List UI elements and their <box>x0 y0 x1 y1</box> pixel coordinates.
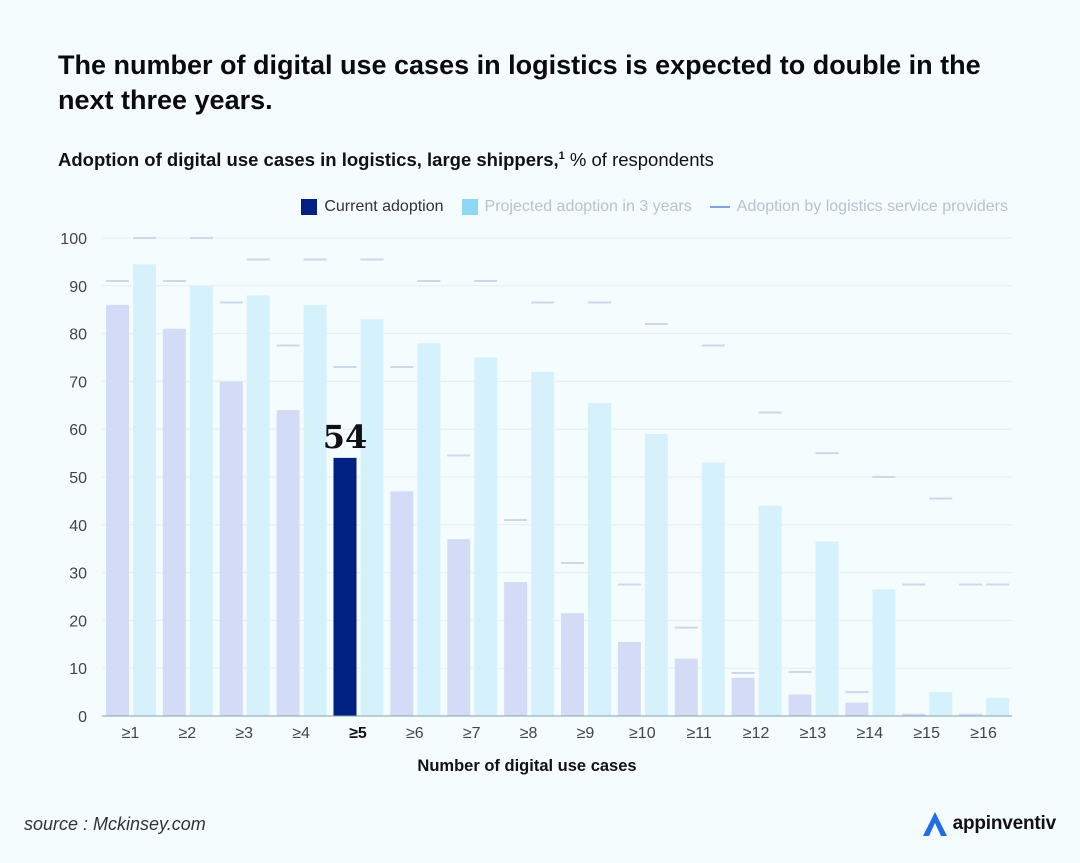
bar-projected-adoption <box>644 433 668 716</box>
bar-current-adoption <box>561 613 584 716</box>
bar-current-adoption <box>731 677 755 716</box>
x-tick-label: ≥4 <box>292 725 310 742</box>
legend-item-projected: Projected adoption in 3 years <box>461 198 692 216</box>
legend-item-current: Current adoption <box>301 198 444 216</box>
bar-current-adoption <box>617 641 641 716</box>
x-tick-label: ≥14 <box>857 725 884 742</box>
y-tick-label: 40 <box>69 518 87 535</box>
x-tick-label: ≥9 <box>577 725 595 742</box>
legend-swatch-current <box>301 199 318 215</box>
y-tick-label: 20 <box>69 613 87 630</box>
subtitle-unit: % of respondents <box>564 149 714 170</box>
subtitle-bold: Adoption of digital use cases in logisti… <box>58 149 559 170</box>
bar-projected-adoption <box>246 295 270 716</box>
legend-swatch-lsp <box>709 206 730 208</box>
bar-projected-adoption <box>872 589 896 716</box>
bar-current-adoption <box>845 702 869 716</box>
bar-projected-adoption <box>701 462 725 716</box>
x-tick-label: ≥11 <box>686 725 711 742</box>
bar-projected-adoption <box>189 285 213 716</box>
x-tick-label: ≥5 <box>349 725 367 742</box>
bar-projected-adoption <box>474 357 498 716</box>
chart-headline: The number of digital use cases in logis… <box>58 50 981 115</box>
bar-projected-adoption <box>758 505 782 716</box>
x-tick-label: ≥3 <box>235 725 253 742</box>
legend-label-projected: Projected adoption in 3 years <box>484 198 692 215</box>
bar-current-adoption <box>390 491 414 716</box>
x-tick-label: ≥2 <box>178 725 196 742</box>
bar-current-adoption <box>276 410 300 716</box>
bar-current-adoption <box>902 713 926 716</box>
x-tick-label: ≥7 <box>463 725 481 742</box>
bar-current-adoption <box>674 658 698 716</box>
bar-current-adoption <box>447 539 471 716</box>
legend-label-lsp: Adoption by logistics service providers <box>736 198 1008 215</box>
bar-projected-adoption <box>929 692 953 716</box>
bar-projected-adoption <box>417 343 441 716</box>
y-tick-label: 50 <box>69 470 87 487</box>
chart-legend: Current adoption Projected adoption in 3… <box>301 197 1008 217</box>
y-tick-label: 80 <box>69 327 87 344</box>
x-tick-label: ≥1 <box>122 725 140 742</box>
legend-swatch-projected <box>461 199 478 215</box>
bar-current-adoption <box>959 713 983 716</box>
x-tick-label: ≥10 <box>629 725 656 742</box>
y-tick-label: 60 <box>69 422 87 439</box>
chart-subtitle: Adoption of digital use cases in logisti… <box>58 149 714 171</box>
legend-item-lsp: Adoption by logistics service providers <box>709 198 1008 216</box>
bar-chart: 0 10 20 30 40 50 60 70 80 90 100 ≥1 ≥2 ≥3 ≥4 ≥5 ≥6 ≥7 ≥8 ≥9… <box>60 231 1012 775</box>
bar-projected-adoption <box>531 371 555 716</box>
bar-projected-adoption <box>986 697 1010 716</box>
bar-current-adoption <box>219 381 243 716</box>
brand-name: appinventiv <box>952 813 1057 834</box>
bar-current-adoption <box>162 328 186 716</box>
x-tick-label: ≥12 <box>743 725 770 742</box>
x-tick-label: ≥16 <box>970 725 997 742</box>
y-tick-label: 30 <box>69 566 87 583</box>
legend-label-current: Current adoption <box>324 198 444 215</box>
x-tick-label: ≥8 <box>520 725 538 742</box>
bar-current-adoption <box>106 304 129 716</box>
y-tick-label: 0 <box>78 709 87 726</box>
bar-projected-adoption <box>360 319 384 716</box>
x-tick-label: ≥13 <box>800 725 827 742</box>
y-tick-label: 90 <box>69 279 87 296</box>
y-tick-label: 100 <box>60 231 87 248</box>
appinventiv-logo-icon <box>922 812 947 836</box>
x-tick-label: ≥15 <box>913 725 940 742</box>
brand-logo: appinventiv <box>921 810 1056 838</box>
y-tick-label: 10 <box>69 661 87 678</box>
bar-current-adoption <box>788 694 812 716</box>
source-note: source : Mckinsey.com <box>24 814 206 834</box>
bar-projected-adoption <box>133 264 156 716</box>
data-label: 54 <box>323 418 368 456</box>
bar-projected-adoption <box>815 541 839 716</box>
bar-projected-adoption <box>588 402 611 716</box>
x-tick-label: ≥6 <box>406 725 424 742</box>
x-axis-title: Number of digital use cases <box>417 757 636 775</box>
y-tick-label: 70 <box>69 374 87 391</box>
bar-projected-adoption <box>303 304 327 716</box>
bar-current-adoption <box>504 582 528 716</box>
bar-current-adoption <box>333 457 357 716</box>
subtitle-footnote: 1 <box>558 149 565 162</box>
